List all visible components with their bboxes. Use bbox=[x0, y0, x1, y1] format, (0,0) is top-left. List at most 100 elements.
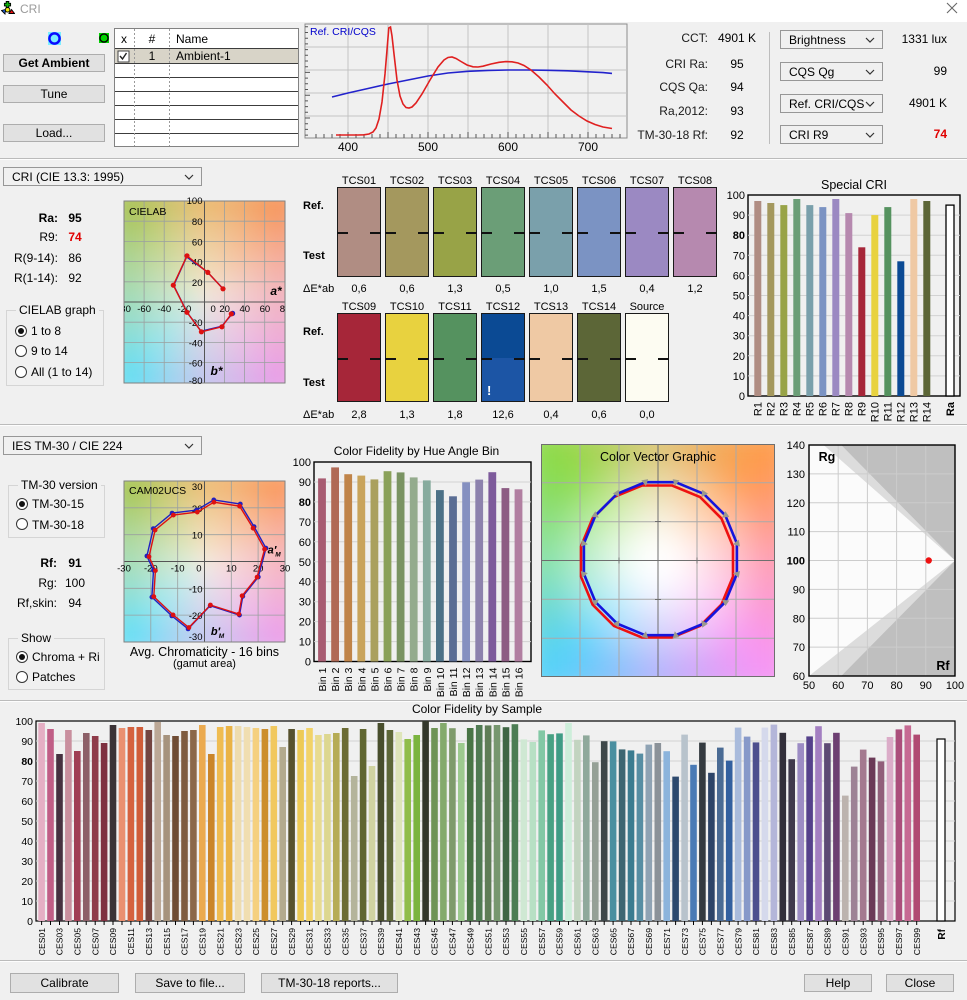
svg-text:CES57: CES57 bbox=[537, 928, 547, 955]
svg-text:R9: R9 bbox=[856, 402, 868, 416]
svg-text:-30: -30 bbox=[189, 632, 203, 643]
svg-text:Bin 8: Bin 8 bbox=[409, 667, 421, 691]
svg-text:50: 50 bbox=[733, 291, 745, 303]
svg-text:50: 50 bbox=[21, 816, 33, 828]
svg-text:R1: R1 bbox=[752, 402, 764, 416]
svg-text:40: 40 bbox=[299, 577, 311, 589]
svg-text:-20: -20 bbox=[178, 304, 192, 315]
svg-text:140: 140 bbox=[787, 440, 805, 452]
svg-text:30: 30 bbox=[21, 856, 33, 868]
svg-text:CES07: CES07 bbox=[90, 928, 100, 955]
svg-text:100: 100 bbox=[187, 196, 203, 207]
svg-text:20: 20 bbox=[253, 564, 264, 575]
svg-text:CES53: CES53 bbox=[501, 928, 511, 955]
svg-text:CES41: CES41 bbox=[394, 928, 404, 955]
svg-text:CES69: CES69 bbox=[644, 928, 654, 955]
svg-text:CES47: CES47 bbox=[448, 928, 458, 955]
svg-text:CES03: CES03 bbox=[55, 928, 65, 955]
svg-text:20: 20 bbox=[733, 351, 745, 363]
svg-text:CES63: CES63 bbox=[591, 928, 601, 955]
svg-text:110: 110 bbox=[787, 527, 805, 539]
svg-text:90: 90 bbox=[920, 680, 932, 692]
svg-text:CES23: CES23 bbox=[233, 928, 243, 955]
svg-text:a′: a′ bbox=[268, 545, 278, 557]
svg-text:10: 10 bbox=[226, 564, 237, 575]
svg-text:Ra: Ra bbox=[945, 401, 957, 416]
svg-text:CES33: CES33 bbox=[323, 928, 333, 955]
svg-text:30: 30 bbox=[192, 482, 203, 493]
svg-text:CES65: CES65 bbox=[608, 928, 618, 955]
svg-text:Bin 16: Bin 16 bbox=[514, 667, 526, 697]
svg-text:CES11: CES11 bbox=[126, 928, 136, 955]
svg-text:CES89: CES89 bbox=[823, 928, 833, 955]
svg-text:M: M bbox=[219, 633, 225, 640]
svg-text:CIELAB: CIELAB bbox=[129, 206, 166, 218]
svg-text:CES37: CES37 bbox=[358, 928, 368, 955]
svg-text:Bin 10: Bin 10 bbox=[435, 667, 447, 697]
svg-text:100: 100 bbox=[727, 190, 745, 202]
svg-text:R8: R8 bbox=[843, 402, 855, 416]
svg-text:R12: R12 bbox=[895, 402, 907, 422]
svg-text:Bin 1: Bin 1 bbox=[317, 667, 329, 691]
svg-text:Bin 14: Bin 14 bbox=[487, 667, 499, 697]
svg-text:a*: a* bbox=[270, 284, 283, 298]
svg-text:Name: Name bbox=[176, 32, 208, 46]
svg-text:60: 60 bbox=[793, 671, 805, 683]
svg-text:b*: b* bbox=[211, 364, 224, 378]
svg-text:Rf: Rf bbox=[937, 928, 948, 939]
svg-text:70: 70 bbox=[861, 680, 873, 692]
svg-text:CES17: CES17 bbox=[180, 928, 190, 955]
svg-text:60: 60 bbox=[21, 796, 33, 808]
svg-text:CES05: CES05 bbox=[73, 928, 83, 955]
svg-text:R5: R5 bbox=[804, 402, 816, 416]
svg-text:-80: -80 bbox=[117, 304, 131, 315]
svg-text:CES95: CES95 bbox=[876, 928, 886, 955]
svg-text:100: 100 bbox=[946, 680, 964, 692]
svg-text:0: 0 bbox=[739, 391, 745, 403]
svg-text:80: 80 bbox=[299, 497, 311, 509]
svg-text:100: 100 bbox=[787, 556, 805, 568]
svg-text:CES27: CES27 bbox=[269, 928, 279, 955]
svg-text:CES75: CES75 bbox=[698, 928, 708, 955]
svg-text:20: 20 bbox=[21, 876, 33, 888]
svg-text:400: 400 bbox=[338, 140, 358, 154]
svg-text:R11: R11 bbox=[882, 402, 894, 421]
svg-text:CES79: CES79 bbox=[733, 928, 743, 955]
svg-text:Bin 5: Bin 5 bbox=[369, 667, 381, 691]
svg-text:90: 90 bbox=[21, 736, 33, 748]
svg-text:60: 60 bbox=[299, 537, 311, 549]
svg-text:0: 0 bbox=[27, 916, 33, 928]
svg-text:600: 600 bbox=[498, 140, 518, 154]
svg-text:60: 60 bbox=[192, 237, 203, 248]
svg-text:-40: -40 bbox=[189, 338, 203, 349]
svg-text:R10: R10 bbox=[869, 402, 881, 422]
svg-text:40: 40 bbox=[239, 304, 250, 315]
svg-text:x: x bbox=[121, 32, 127, 46]
svg-text:-20: -20 bbox=[144, 564, 158, 575]
svg-text:CES15: CES15 bbox=[162, 928, 172, 955]
svg-text:Bin 7: Bin 7 bbox=[396, 667, 408, 691]
svg-text:b′: b′ bbox=[211, 626, 222, 638]
svg-text:60: 60 bbox=[832, 680, 844, 692]
svg-text:Bin 6: Bin 6 bbox=[383, 667, 395, 691]
svg-text:120: 120 bbox=[787, 498, 805, 510]
svg-text:-20: -20 bbox=[189, 611, 203, 622]
svg-text:Special CRI: Special CRI bbox=[821, 178, 887, 192]
svg-text:100: 100 bbox=[293, 457, 311, 469]
svg-text:10: 10 bbox=[21, 896, 33, 908]
svg-text:50: 50 bbox=[803, 680, 815, 692]
svg-text:CES39: CES39 bbox=[376, 928, 386, 955]
svg-text:CES13: CES13 bbox=[144, 928, 154, 955]
svg-text:70: 70 bbox=[21, 776, 33, 788]
svg-text:Rg: Rg bbox=[819, 450, 836, 464]
svg-text:Bin 11: Bin 11 bbox=[448, 667, 460, 696]
svg-text:Bin 15: Bin 15 bbox=[500, 667, 512, 697]
svg-text:80: 80 bbox=[280, 304, 291, 315]
svg-text:Bin 13: Bin 13 bbox=[474, 667, 486, 697]
svg-text:-30: -30 bbox=[117, 564, 131, 575]
svg-text:40: 40 bbox=[21, 836, 33, 848]
svg-text:CES93: CES93 bbox=[858, 928, 868, 955]
svg-text:Bin 9: Bin 9 bbox=[422, 667, 434, 691]
svg-text:CES45: CES45 bbox=[430, 928, 440, 955]
svg-text:Color Fidelity by Sample: Color Fidelity by Sample bbox=[412, 703, 542, 716]
